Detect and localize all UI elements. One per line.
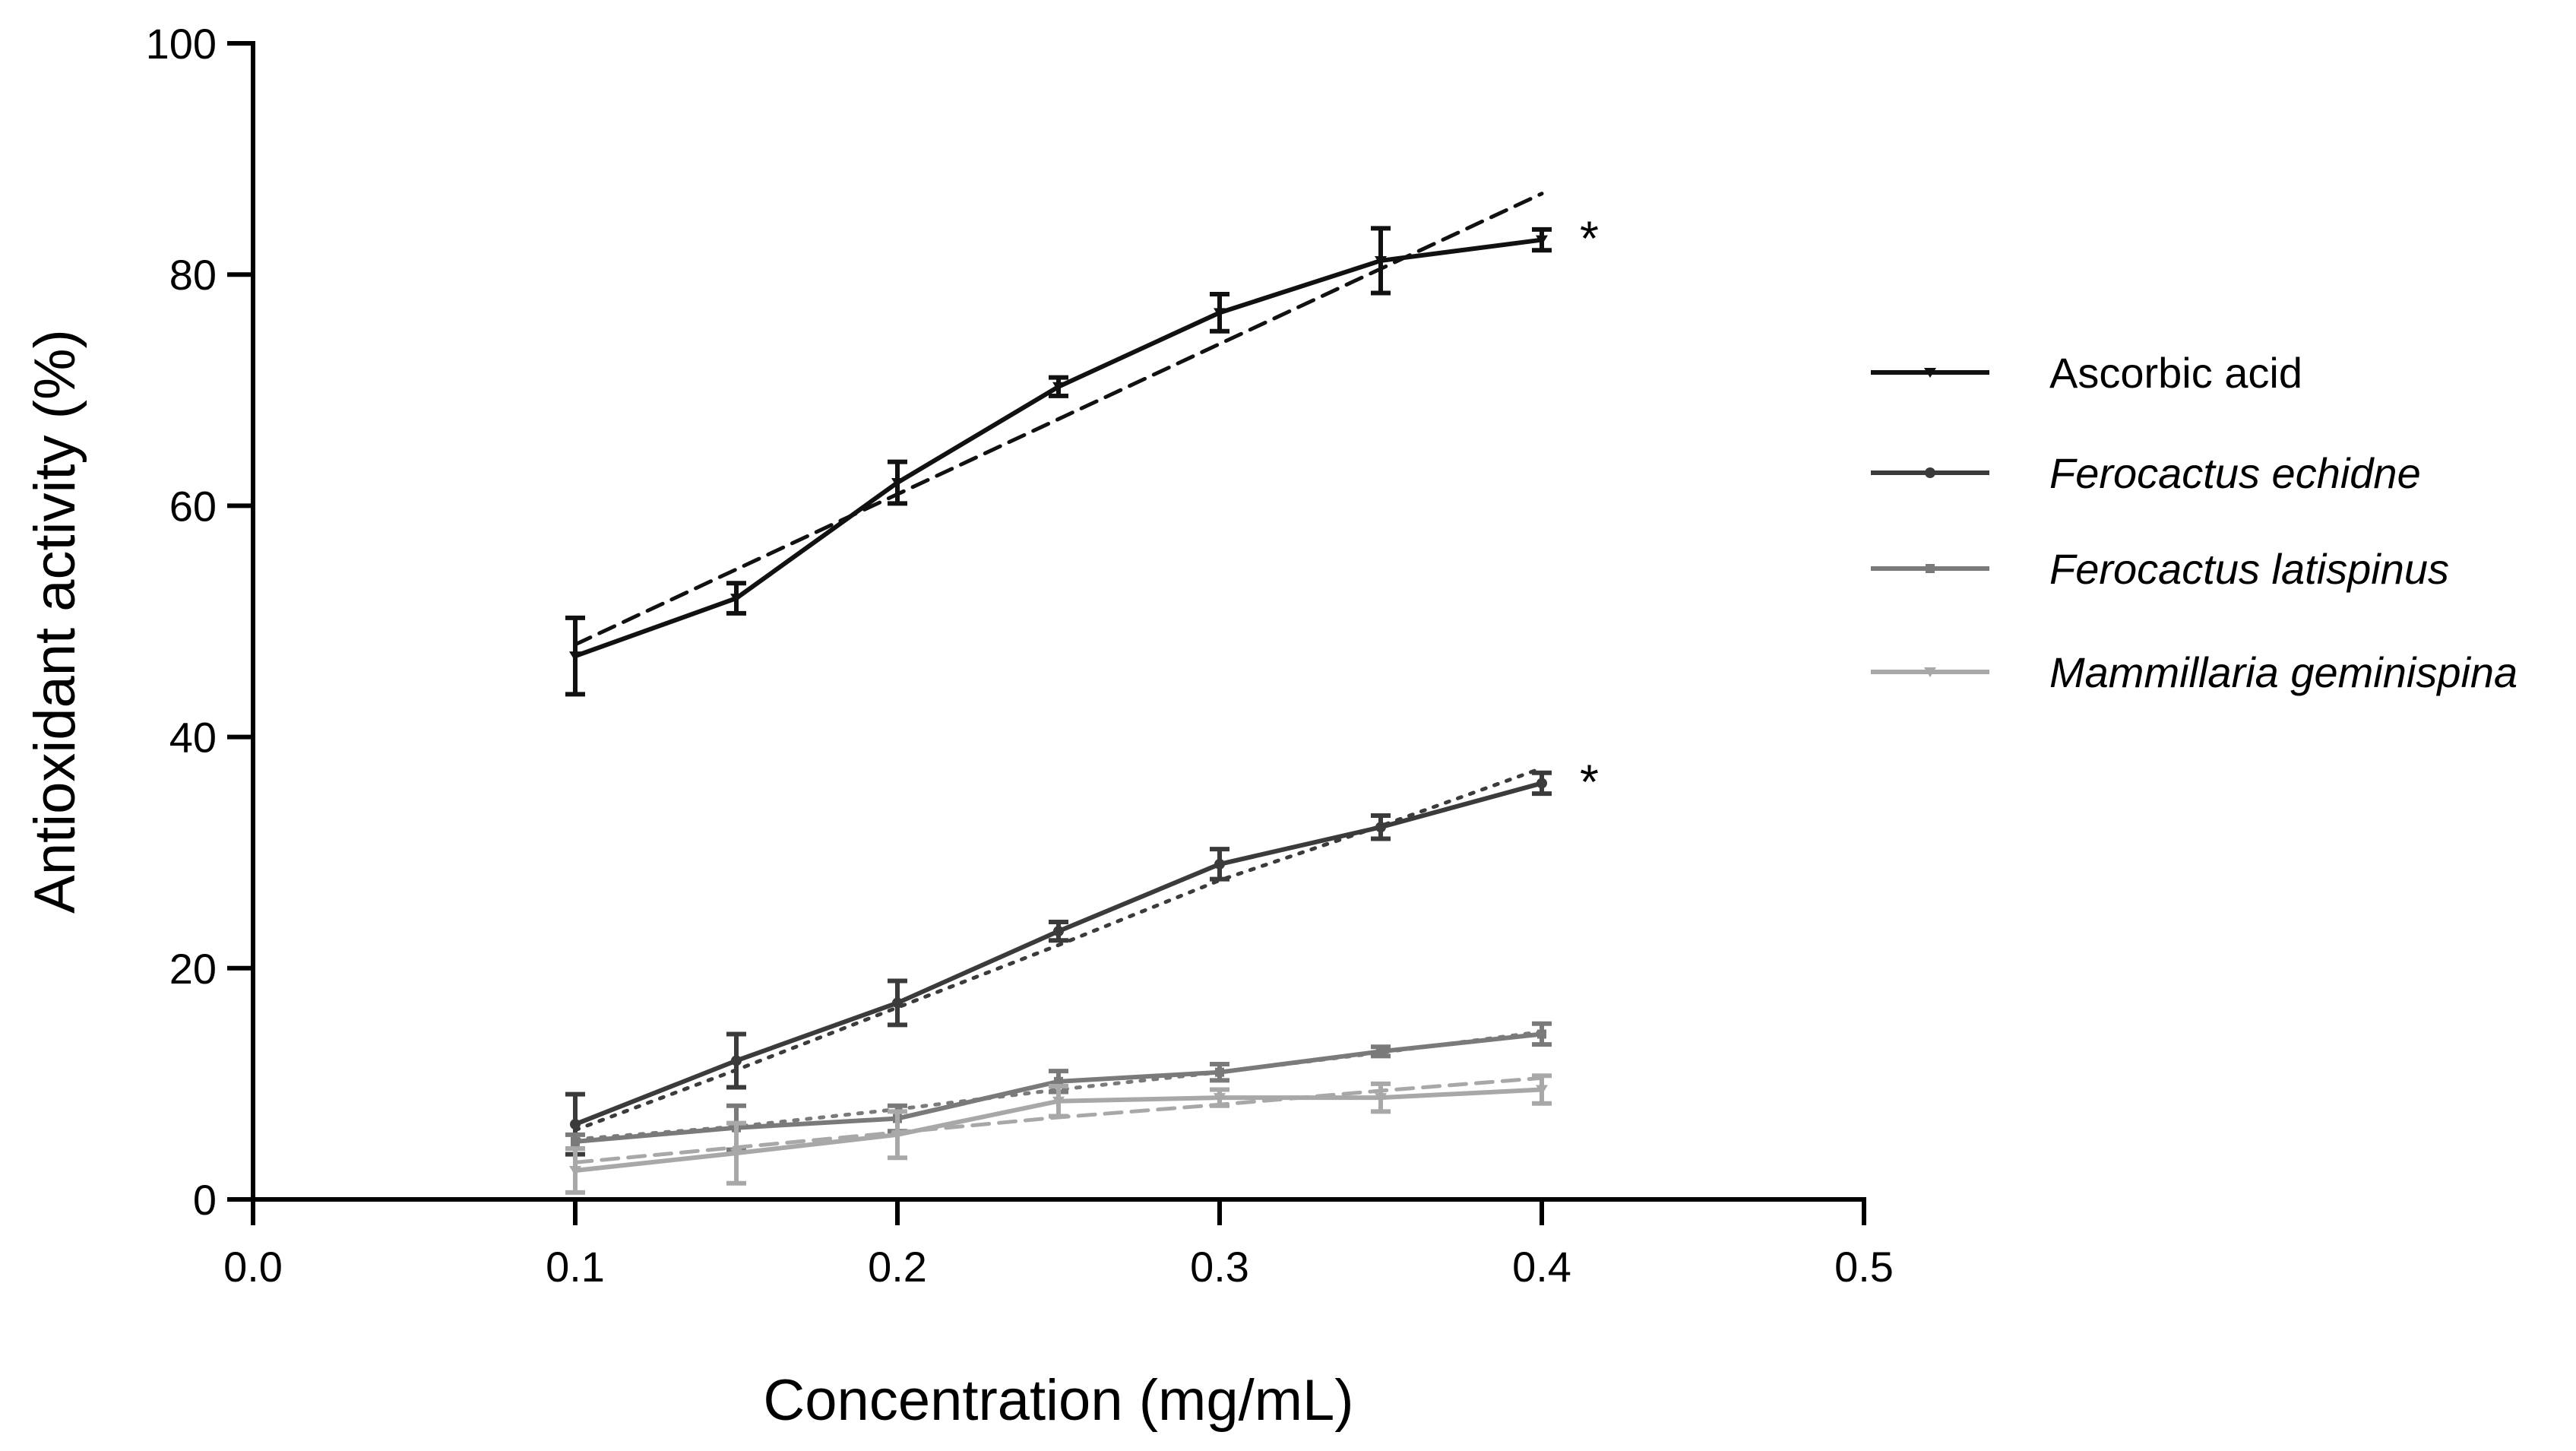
data-point-marker — [1375, 1093, 1387, 1104]
legend-label: Ascorbic acid — [2049, 349, 2302, 397]
series-mammillaria-geminispina — [565, 1073, 1552, 1195]
x-axis-title: Concentration (mg/mL) — [763, 1368, 1353, 1433]
significance-asterisk: * — [1580, 754, 1599, 809]
x-tick-label: 0.1 — [546, 1243, 605, 1291]
legend-label: Ferocactus echidne — [2049, 449, 2421, 497]
x-tick-label: 0.4 — [1512, 1243, 1571, 1291]
y-tick-label: 60 — [169, 482, 217, 530]
data-point-marker — [1924, 667, 1936, 677]
data-point-marker — [892, 997, 903, 1009]
trend-line — [573, 192, 1544, 647]
legend-item: Ascorbic acid — [1871, 349, 2302, 397]
y-tick-label: 0 — [193, 1176, 217, 1224]
data-point-marker — [1924, 368, 1936, 378]
data-point-marker — [730, 594, 742, 604]
data-point-marker — [1536, 235, 1548, 246]
data-point-marker — [1375, 255, 1387, 266]
plot-area: ** — [565, 192, 1599, 1195]
y-ticks: 0 20 40 60 80 100 — [146, 20, 253, 1224]
data-point-marker — [1376, 1047, 1385, 1057]
series-ferocactus-echidne: * — [565, 754, 1599, 1157]
data-point-marker — [1537, 1029, 1546, 1039]
data-point-marker — [1214, 858, 1225, 870]
legend-item: Mammillaria geminispina — [1871, 648, 2517, 696]
data-point-marker — [1926, 564, 1935, 573]
data-point-marker — [1536, 778, 1547, 789]
y-tick-label: 80 — [169, 251, 217, 299]
legend-label: Mammillaria geminispina — [2049, 648, 2517, 696]
data-point-marker — [569, 1165, 581, 1176]
x-tick-label: 0.2 — [868, 1243, 927, 1291]
data-point-marker — [1052, 382, 1065, 392]
legend: Ascorbic acid Ferocactus echidne Ferocactu… — [1871, 349, 2517, 696]
data-point-marker — [1536, 1085, 1548, 1095]
y-tick-label: 20 — [169, 945, 217, 993]
data-point-marker — [571, 1136, 580, 1146]
legend-item: Ferocactus echidne — [1871, 449, 2421, 497]
series-line — [574, 237, 1543, 658]
y-tick-label: 40 — [169, 714, 217, 762]
data-point-marker — [1052, 1096, 1065, 1107]
x-tick-label: 0.5 — [1834, 1243, 1894, 1291]
data-point-marker — [891, 477, 903, 488]
data-point-marker — [891, 1129, 903, 1140]
y-tick-label: 100 — [146, 20, 217, 68]
data-point-marker — [730, 1148, 742, 1159]
data-point-marker — [1054, 1076, 1063, 1086]
data-point-marker — [1053, 926, 1064, 937]
legend-item: Ferocactus latispinus — [1871, 545, 2449, 593]
data-point-marker — [1925, 467, 1935, 478]
data-point-marker — [1214, 308, 1226, 318]
data-point-marker — [570, 1119, 581, 1130]
axes — [251, 41, 1866, 1202]
significance-asterisk: * — [1580, 211, 1599, 266]
y-axis-title: Antioxidant activity (%) — [23, 329, 87, 914]
series-ascorbic-acid: * — [565, 192, 1599, 697]
x-tick-label: 0.3 — [1190, 1243, 1249, 1291]
data-point-marker — [731, 1055, 742, 1066]
data-point-marker — [1375, 822, 1386, 833]
data-point-marker — [1215, 1067, 1224, 1077]
x-tick-label: 0.0 — [223, 1243, 283, 1291]
legend-label: Ferocactus latispinus — [2049, 545, 2449, 593]
x-ticks: 0.0 0.1 0.2 0.3 0.4 0.5 — [223, 1199, 1894, 1291]
data-point-marker — [569, 651, 581, 662]
data-point-marker — [1214, 1093, 1226, 1104]
